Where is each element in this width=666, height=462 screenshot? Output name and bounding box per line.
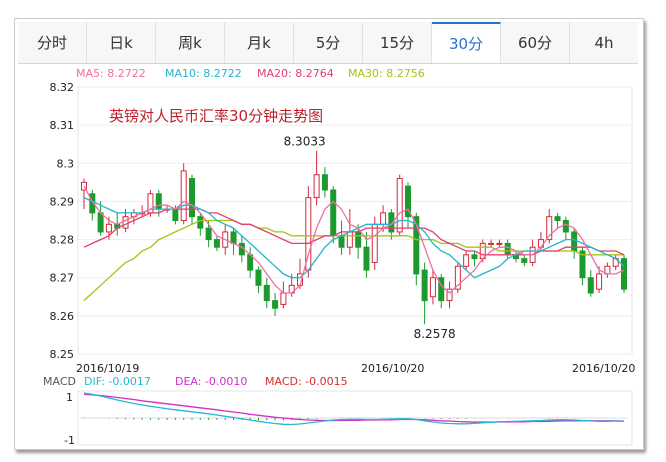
candle-up [280, 292, 287, 305]
x-tick-label: 2016/10/19 [76, 362, 139, 375]
tab-15min[interactable]: 15分 [363, 22, 432, 63]
candle-down [89, 193, 96, 214]
y-tick-label: 8.26 [50, 310, 75, 323]
candle-up [380, 212, 387, 225]
candle-down [405, 185, 411, 218]
dif-legend: DIF: -0.0017 [84, 375, 151, 388]
candle-down [521, 258, 528, 263]
candle-down [172, 208, 179, 222]
candle-down [338, 235, 345, 248]
candle-down [321, 174, 328, 191]
candle-down [97, 212, 104, 233]
candle-down [330, 189, 337, 237]
candle-down [363, 246, 370, 271]
candle-down [189, 178, 195, 218]
dif-line [83, 392, 625, 426]
tab-30min[interactable]: 30分 [432, 22, 501, 63]
y-axis: 8.32 8.31 8.3 8.29 8.28 8.27 8.26 8.25 [50, 81, 75, 361]
period-tabs: 分时 日k 周k 月k 5分 15分 30分 60分 4h [18, 22, 638, 64]
candle-down [388, 212, 395, 233]
ma10-legend: MA10: 8.2722 [165, 67, 242, 80]
candle-up [488, 242, 495, 245]
candle-down [571, 231, 578, 252]
candle-up [454, 265, 461, 290]
high-annotation: 8.3033 [284, 135, 326, 149]
x-tick-label: 2016/10/20 [572, 362, 635, 375]
candle-up [546, 216, 553, 241]
candle-up [596, 273, 603, 290]
tab-60min[interactable]: 60分 [501, 22, 570, 63]
dea-legend: DEA: -0.0010 [175, 375, 247, 388]
candle-down [621, 258, 627, 290]
x-tick-label: 2016/10/20 [361, 362, 424, 375]
candle-down [255, 269, 262, 286]
macd-y-tick: 1 [66, 391, 73, 404]
chart-title: 英镑对人民币汇率30分钟走势图 [109, 107, 323, 125]
candle-up [396, 178, 403, 233]
candle-down [272, 300, 279, 309]
chart-frame [14, 18, 644, 450]
macd-lines [83, 392, 625, 426]
y-tick-label: 8.29 [50, 195, 75, 208]
candle-down [554, 216, 561, 222]
candle-up [496, 242, 503, 245]
candle-up [446, 288, 453, 302]
tab-daily-k[interactable]: 日k [87, 22, 156, 63]
candle-up [537, 239, 544, 248]
candle-down [355, 231, 362, 248]
candle-up [81, 181, 87, 191]
candle-up [122, 216, 129, 229]
candle-down [413, 216, 420, 275]
candle-down [562, 220, 569, 233]
ma5-line [83, 185, 625, 294]
ma10-line [83, 197, 625, 279]
candle-down [213, 239, 220, 248]
macd-y-tick: -1 [64, 434, 75, 447]
candle-up [105, 223, 112, 233]
ma5-legend: MA5: 8.2722 [76, 67, 146, 80]
candle-up [429, 277, 436, 298]
candle-up [313, 174, 320, 199]
macd-histogram [80, 417, 628, 421]
candle-up [180, 170, 187, 222]
ma20-legend: MA20: 8.2764 [257, 67, 334, 80]
moving-average-lines [83, 185, 625, 302]
dea-line [83, 393, 625, 423]
y-tick-label: 8.27 [50, 272, 75, 285]
low-annotation: 8.2578 [414, 327, 456, 341]
candle-down [421, 269, 428, 302]
tab-weekly-k[interactable]: 周k [156, 22, 225, 63]
tab-4h[interactable]: 4h [594, 33, 614, 52]
candle-down [579, 250, 586, 279]
ma30-legend: MA30: 8.2756 [348, 67, 425, 80]
y-tick-label: 8.3 [57, 157, 75, 170]
candle-down [155, 193, 162, 210]
candle-down [230, 231, 237, 244]
macd-plot-area [77, 390, 633, 446]
candle-up [346, 231, 353, 248]
candle-down [205, 227, 212, 241]
tab-monthly-k[interactable]: 月k [225, 22, 294, 63]
macd-value-legend: MACD: -0.0015 [265, 375, 348, 388]
tab-timeshare[interactable]: 分时 [18, 22, 87, 63]
candle-up [463, 254, 470, 267]
candle-down [197, 216, 204, 229]
candle-up [371, 223, 378, 263]
macd-title: MACD [43, 375, 76, 388]
y-tick-label: 8.31 [50, 119, 75, 132]
y-tick-label: 8.25 [50, 348, 75, 361]
candle-down [471, 254, 478, 260]
candle-down [263, 284, 270, 302]
candle-down [438, 277, 445, 302]
candle-down [587, 277, 594, 294]
candles [81, 150, 627, 325]
y-tick-label: 8.32 [50, 81, 75, 94]
candle-down [504, 242, 511, 256]
tab-5min[interactable]: 5分 [294, 22, 363, 63]
ma20-line [83, 208, 625, 256]
y-tick-label: 8.28 [50, 234, 75, 247]
